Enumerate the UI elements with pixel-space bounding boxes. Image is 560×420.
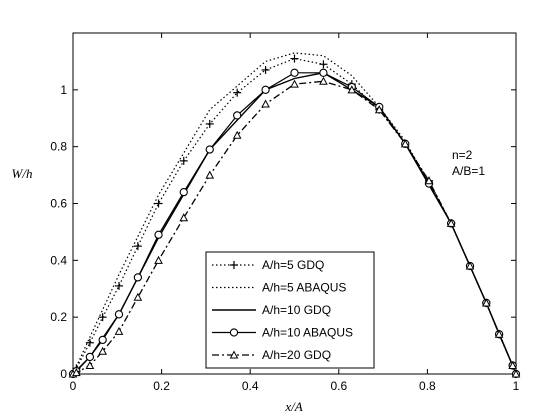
legend-label: A/h=20 GDQ <box>262 348 331 362</box>
series-point <box>180 189 187 196</box>
y-tick-label: 0.4 <box>50 253 67 267</box>
x-tick-label: 0.2 <box>153 379 170 393</box>
x-tick-label: 0.8 <box>419 379 436 393</box>
series-point <box>134 274 141 281</box>
series-point <box>115 311 122 318</box>
series-point <box>320 69 327 76</box>
series-point <box>234 112 241 119</box>
x-axis-label: x/A <box>284 399 302 414</box>
x-tick-label: 0 <box>70 379 77 393</box>
y-tick-label: 0.2 <box>50 310 67 324</box>
series-point <box>291 69 298 76</box>
series-point <box>86 353 93 360</box>
y-tick-label: 0 <box>60 367 67 381</box>
x-tick-label: 0.6 <box>330 379 347 393</box>
legend-label: A/h=10 GDQ <box>262 303 331 317</box>
legend-label: A/h=5 GDQ <box>262 258 324 272</box>
legend: A/h=5 GDQ A/h=5 ABAQUS A/h=10 GDQ A/h=10 AB… <box>206 252 374 368</box>
series-point <box>99 336 106 343</box>
series-point <box>155 231 162 238</box>
y-tick-label: 0.8 <box>50 140 67 154</box>
legend-label: A/h=5 ABAQUS <box>262 281 346 295</box>
annotation-ratio: A/B=1 <box>452 164 485 178</box>
series-point <box>206 146 213 153</box>
legend-label: A/h=10 ABAQUS <box>262 326 353 340</box>
x-tick-label: 1 <box>513 379 520 393</box>
y-tick-label: 1 <box>60 83 67 97</box>
series-point <box>262 86 269 93</box>
y-tick-label: 0.6 <box>50 197 67 211</box>
y-axis-label: W/h <box>12 166 33 181</box>
annotation-n: n=2 <box>452 148 473 162</box>
legend-marker <box>230 329 237 336</box>
x-tick-label: 0.4 <box>242 379 259 393</box>
